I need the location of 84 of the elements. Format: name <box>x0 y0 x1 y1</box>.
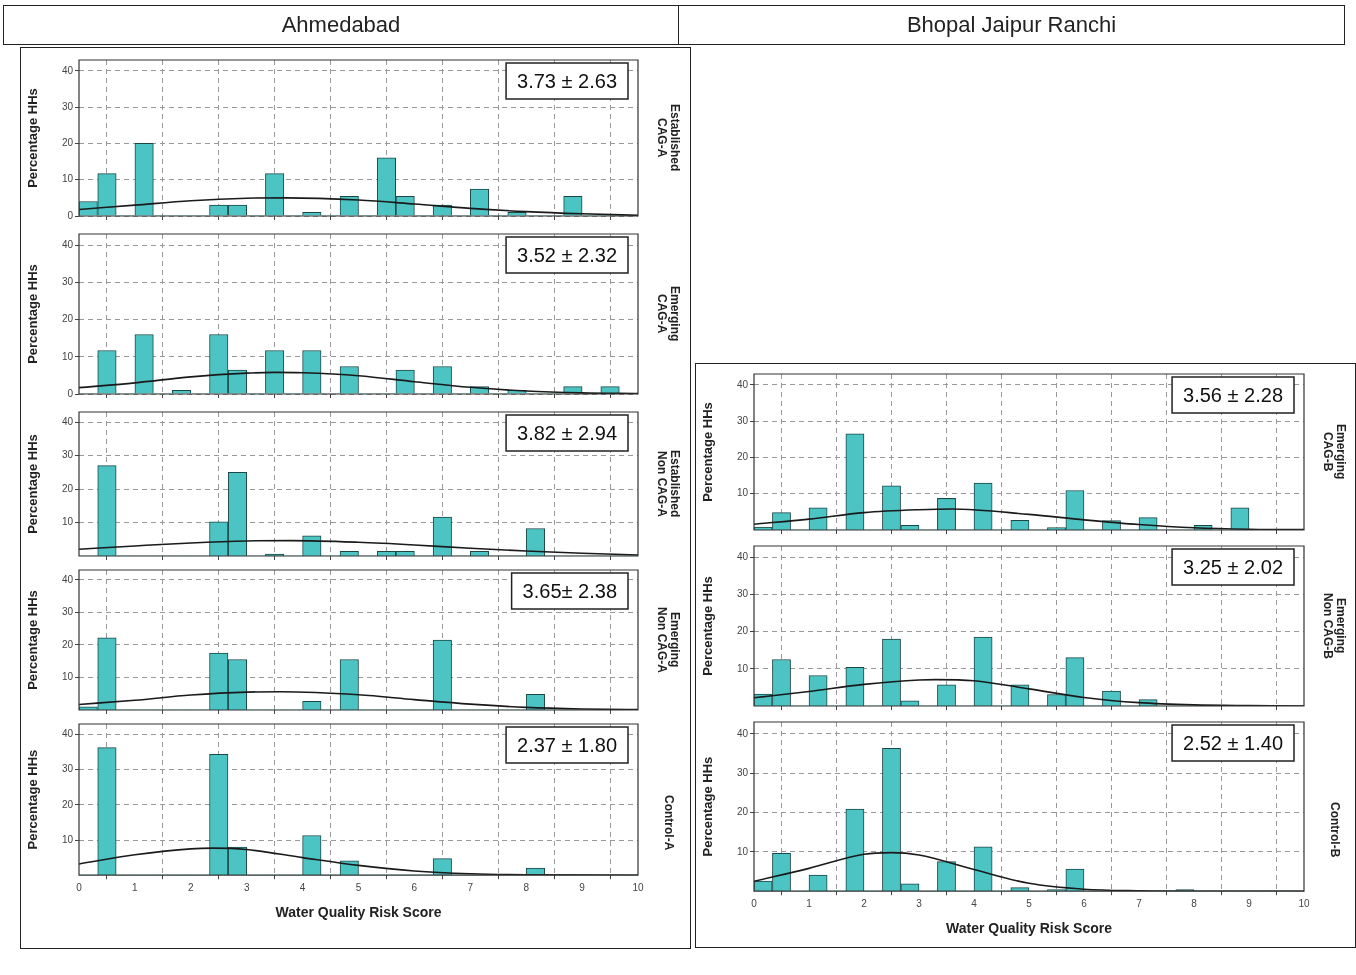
y-tick-label: 30 <box>61 606 74 618</box>
y2-axis-title: Emerging Non CAG-A <box>655 607 682 673</box>
x-tick-label: 10 <box>632 881 644 893</box>
y-tick-label: 10 <box>736 487 749 499</box>
y-axis-title: Percentage HHs <box>700 576 716 676</box>
x-axis-title: Water Quality Risk Score <box>946 920 1113 937</box>
y-axis-title: Percentage HHs <box>25 590 41 690</box>
x-tick-label: 4 <box>971 897 978 909</box>
y-tick-label: 0 <box>67 387 74 399</box>
y2-axis-title: Established CAG-A <box>655 104 682 172</box>
x-tick-label: 7 <box>1136 897 1143 909</box>
y-tick-label: 30 <box>736 588 749 600</box>
annotation: 3.56 ± 2.28 <box>1183 383 1284 406</box>
annotation: 2.37 ± 1.80 <box>517 733 618 756</box>
y-tick-label: 10 <box>736 662 749 674</box>
x-tick-label: 6 <box>411 881 418 893</box>
annotation: 3.82 ± 2.94 <box>517 421 618 444</box>
y-tick-label: 20 <box>61 482 74 494</box>
y-tick-label: 10 <box>61 173 74 185</box>
y-axis-title: Percentage HHs <box>25 749 41 850</box>
y-axis-title: Percentage HHs <box>700 402 716 502</box>
y-tick-label: 30 <box>61 763 74 775</box>
annotation: 3.73 ± 2.63 <box>517 69 618 92</box>
y-tick-label: 30 <box>61 276 74 288</box>
y-tick-label: 30 <box>61 449 74 461</box>
x-tick-label: 3 <box>243 881 250 893</box>
y-tick-label: 20 <box>736 806 749 818</box>
x-tick-label: 8 <box>523 881 530 893</box>
annotation: 3.52 ± 2.32 <box>517 243 618 266</box>
y-tick-label: 40 <box>736 550 749 562</box>
y-tick-label: 20 <box>61 313 74 325</box>
y-tick-label: 10 <box>736 845 749 857</box>
y-tick-label: 20 <box>61 798 74 810</box>
y-tick-label: 10 <box>61 833 74 845</box>
y-tick-label: 20 <box>736 451 749 463</box>
x-tick-label: 1 <box>132 881 139 893</box>
y-tick-label: 40 <box>61 238 74 250</box>
annotation: 3.65± 2.38 <box>522 579 617 602</box>
y2-axis-title: Emerging CAG-A <box>655 286 682 342</box>
y-tick-label: 10 <box>61 350 74 362</box>
x-axis-title: Water Quality Risk Score <box>275 904 442 921</box>
x-tick-label: 2 <box>188 881 195 893</box>
x-tick-label: 5 <box>355 881 362 893</box>
y-axis-title: Percentage HHs <box>25 88 41 188</box>
y-tick-label: 40 <box>61 415 74 427</box>
y2-axis-title: Emerging CAG-B <box>1321 424 1348 480</box>
y-axis-title: Percentage HHs <box>25 434 41 534</box>
x-tick-label: 2 <box>861 897 868 909</box>
x-tick-label: 4 <box>299 881 306 893</box>
y2-axis-title: Control-B <box>1327 802 1342 858</box>
y-tick-label: 40 <box>736 727 749 739</box>
y-tick-label: 30 <box>61 100 74 112</box>
x-tick-label: 7 <box>467 881 474 893</box>
annotation: 3.25 ± 2.02 <box>1183 555 1284 578</box>
x-tick-label: 9 <box>579 881 586 893</box>
y-tick-label: 20 <box>736 625 749 637</box>
y-tick-label: 30 <box>736 414 749 426</box>
x-tick-label: 0 <box>76 881 83 893</box>
x-tick-label: 0 <box>751 897 758 909</box>
y-tick-label: 40 <box>61 728 74 740</box>
x-tick-label: 8 <box>1191 897 1198 909</box>
y2-axis-title: Control-A <box>661 795 676 851</box>
x-tick-label: 1 <box>806 897 813 909</box>
x-tick-label: 9 <box>1246 897 1253 909</box>
y-tick-label: 40 <box>736 378 749 390</box>
y-tick-label: 40 <box>61 64 74 76</box>
x-tick-label: 5 <box>1026 897 1033 909</box>
y-tick-label: 0 <box>67 209 74 221</box>
x-tick-label: 3 <box>916 897 923 909</box>
annotation: 2.52 ± 1.40 <box>1183 731 1284 754</box>
y-axis-title: Percentage HHs <box>25 264 41 364</box>
y-tick-label: 10 <box>61 516 74 528</box>
chart-subtitle: Ahmedabad <box>3 5 679 45</box>
chart-subtitle: Bhopal Jaipur Ranchi <box>678 5 1345 45</box>
y-tick-label: 20 <box>61 137 74 149</box>
y-tick-label: 20 <box>61 638 74 650</box>
y2-axis-title: Emerging Non CAG-B <box>1321 593 1348 659</box>
y-axis-title: Percentage HHs <box>700 756 716 857</box>
x-tick-label: 6 <box>1081 897 1088 909</box>
y-tick-label: 40 <box>61 573 74 585</box>
y-tick-label: 30 <box>736 766 749 778</box>
y2-axis-title: Established Non CAG-A <box>655 450 682 518</box>
y-tick-label: 10 <box>61 671 74 683</box>
x-tick-label: 10 <box>1298 897 1310 909</box>
